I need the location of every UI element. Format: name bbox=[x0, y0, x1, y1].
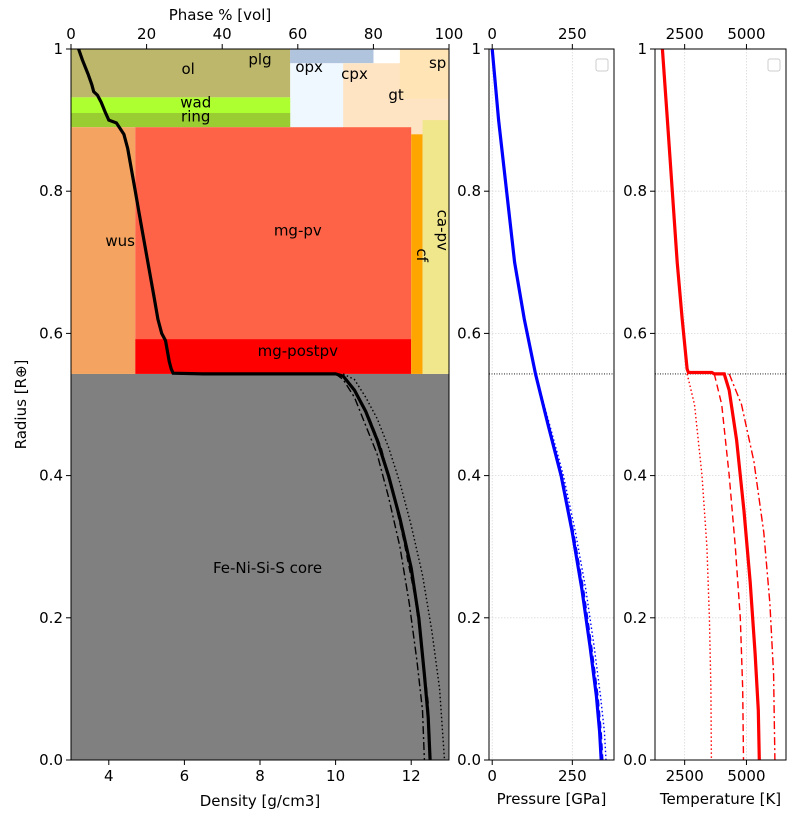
y-tick-label: 0.8 bbox=[623, 182, 647, 200]
x2-tick-label: 0 bbox=[66, 25, 76, 43]
y-tick-label: 0.8 bbox=[457, 182, 481, 200]
x2-tick-label: 5000 bbox=[727, 25, 765, 43]
x2-tick-label: 20 bbox=[137, 25, 156, 43]
x-tick-label: 2500 bbox=[666, 767, 704, 785]
x2-tick-label: 100 bbox=[435, 25, 464, 43]
y-tick-label: 0.4 bbox=[623, 467, 647, 485]
y-tick-label: 0.0 bbox=[623, 751, 647, 769]
x2-tick-label: 0 bbox=[487, 25, 497, 43]
legend-box bbox=[595, 58, 609, 72]
phase-label-wus: wus bbox=[105, 232, 135, 250]
core-region bbox=[71, 373, 449, 760]
x-tick-label: 5000 bbox=[727, 767, 765, 785]
y-tick-label: 0.4 bbox=[457, 467, 481, 485]
x-tick-label: 250 bbox=[558, 767, 587, 785]
x2-axis-label: Phase % [vol] bbox=[169, 6, 272, 24]
core-label: Fe-Ni-Si-S core bbox=[213, 559, 322, 577]
phase-region-ring bbox=[71, 112, 291, 128]
phase-label-wad: wad bbox=[180, 93, 211, 111]
phase-label-cpx: cpx bbox=[341, 65, 368, 83]
series-dotted bbox=[686, 373, 713, 761]
x2-tick-label: 60 bbox=[288, 25, 307, 43]
phase-region-sp bbox=[399, 49, 449, 99]
x-axis-label: Density [g/cm3] bbox=[200, 792, 320, 810]
y-tick-label: 1 bbox=[53, 40, 63, 58]
phase-label-ring: ring bbox=[181, 108, 210, 126]
x-axis-label: Pressure [GPa] bbox=[497, 790, 607, 808]
series-solid bbox=[660, 48, 761, 761]
series-dashed bbox=[713, 373, 745, 761]
density-series-solid bbox=[77, 48, 432, 761]
temperature-panel: 0.0 0.2 0.4 0.6 0.8 1 2500 5000 2500 5000 Temperat… bbox=[623, 25, 787, 808]
x2-tick-label: 2500 bbox=[666, 25, 704, 43]
y-tick-label: 0.6 bbox=[39, 324, 63, 342]
x-tick-label: 6 bbox=[180, 767, 190, 785]
x-tick-label: 8 bbox=[255, 767, 265, 785]
y-tick-label: 0.4 bbox=[39, 467, 63, 485]
phase-label-cf: cf bbox=[413, 248, 431, 262]
phase-label-opx: opx bbox=[295, 58, 323, 76]
y-tick-label: 1 bbox=[471, 40, 481, 58]
phase-region-wad bbox=[71, 97, 291, 113]
x2-tick-label: 80 bbox=[364, 25, 383, 43]
phase-label-sp: sp bbox=[429, 54, 446, 72]
plot-frame bbox=[488, 48, 615, 761]
y-tick-label: 0.0 bbox=[457, 751, 481, 769]
phase-region-mg-pv bbox=[135, 127, 412, 340]
phase-label-mg-pv: mg-pv bbox=[274, 221, 322, 239]
density-series-dashdot bbox=[335, 373, 426, 761]
series-dashed bbox=[491, 48, 604, 761]
y-tick-label: 0.6 bbox=[623, 324, 647, 342]
phase-region-ol bbox=[71, 49, 291, 98]
x2-tick-label: 40 bbox=[213, 25, 232, 43]
y-tick-label: 0.2 bbox=[39, 609, 63, 627]
plot-frame bbox=[654, 48, 787, 761]
y-tick-label: 0.2 bbox=[623, 609, 647, 627]
y-tick-label: 0.2 bbox=[457, 609, 481, 627]
y-tick-label: 0.8 bbox=[39, 182, 63, 200]
x-tick-label: 12 bbox=[402, 767, 421, 785]
phase-region-mg-postpv bbox=[135, 339, 412, 374]
phase-label-plg: plg bbox=[248, 51, 271, 69]
legend-box bbox=[767, 58, 781, 72]
x2-tick-label: 250 bbox=[558, 25, 587, 43]
phase-region-cf bbox=[411, 134, 423, 374]
phase-label-ol: ol bbox=[182, 60, 195, 78]
y-tick-label: 0.6 bbox=[457, 324, 481, 342]
y-tick-label: 1 bbox=[637, 40, 647, 58]
series-dotted bbox=[491, 48, 607, 761]
phase-label-ca-pv: ca-pv bbox=[434, 210, 452, 251]
phase-region-ca-pv bbox=[422, 120, 449, 374]
series-dashdot bbox=[728, 373, 776, 761]
y-tick-label: 0.0 bbox=[39, 751, 63, 769]
density-series-dashed bbox=[337, 373, 431, 761]
x-tick-label: 10 bbox=[326, 767, 345, 785]
x-tick-label: 0 bbox=[487, 767, 497, 785]
series-solid bbox=[490, 48, 603, 761]
phase-label-mg-postpv: mg-postpv bbox=[258, 342, 338, 360]
y-axis-label: Radius [R⊕] bbox=[12, 360, 30, 450]
x-axis-label: Temperature [K] bbox=[659, 790, 781, 808]
phase-label-gt: gt bbox=[388, 86, 404, 104]
phase-region-opx bbox=[290, 49, 374, 64]
x-tick-label: 4 bbox=[104, 767, 114, 785]
phase-region-wus bbox=[71, 127, 136, 374]
